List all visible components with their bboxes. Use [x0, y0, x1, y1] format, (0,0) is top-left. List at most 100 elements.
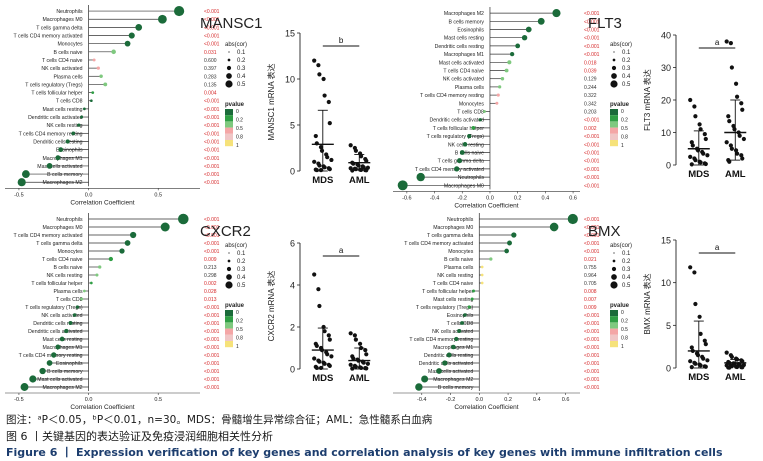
data-point [326, 333, 331, 338]
p-value-label: <0.001 [584, 241, 600, 247]
legend-size-dot [227, 58, 231, 62]
x-tick-label: -0.4 [417, 397, 426, 403]
p-value-label: <0.001 [584, 11, 600, 17]
cell-label: B cells memory [47, 369, 83, 375]
cell-label: Mast cells resting [444, 36, 484, 42]
data-point [322, 93, 327, 98]
legend-size-label: 0.4 [622, 74, 631, 80]
legend-size-label: 0.2 [622, 259, 631, 265]
legend-color-swatch [610, 121, 618, 128]
legend-color-swatch [225, 316, 233, 323]
p-value-label: 0.008 [584, 289, 597, 295]
cell-label: T cells regulatory (Tregs) [25, 305, 83, 311]
lollipop-chart-cxcr2: -0.5 0.0 0.5 Correlation Coefficient Neutrop… [5, 213, 251, 411]
data-point [688, 359, 693, 364]
data-point [689, 140, 694, 145]
cell-label: Eosinophils [447, 313, 474, 319]
y-tick-label: 15 [285, 29, 295, 39]
lollipop-dot [489, 257, 493, 261]
p-value-label: 0.007 [584, 297, 597, 303]
lollipop-dot [446, 352, 452, 358]
lollipop-dot [549, 222, 559, 232]
data-point [733, 81, 739, 86]
lollipop-dot [471, 125, 476, 130]
y-tick-label: 10 [661, 278, 671, 288]
p-value-label: <0.001 [204, 99, 220, 105]
cell-label: Monocytes [57, 42, 82, 48]
p-value-label: <0.001 [204, 139, 220, 145]
data-point [327, 337, 332, 342]
cell-label: NK cells resting [47, 123, 83, 129]
p-value-label: <0.001 [204, 9, 220, 15]
cell-label: T cells CD4 memory activated [13, 233, 82, 239]
lollipop-dot [130, 231, 137, 239]
x-tick-label: -0.5 [14, 192, 23, 198]
x-tick-label: 0.6 [569, 195, 577, 201]
legend-color-swatch [610, 341, 618, 348]
data-point [314, 343, 319, 348]
data-point [326, 99, 331, 105]
legend-size-label: 0.3 [237, 267, 246, 273]
figure-title-en: Figure 6 丨 Expression verification of ke… [6, 446, 723, 459]
p-value-label: <0.001 [584, 52, 600, 58]
y-tick-label: 15 [661, 236, 671, 246]
data-point [314, 167, 319, 173]
p-value-label: 0.600 [204, 58, 217, 64]
cell-label: Eosinophils [56, 148, 83, 154]
data-point [740, 365, 745, 370]
data-point [693, 301, 698, 307]
p-value-label: 0.203 [584, 110, 597, 116]
cell-label: Macrophages M2 [42, 385, 82, 391]
p-value-label: <0.001 [204, 217, 220, 223]
p-value-label: <0.001 [204, 321, 220, 327]
legend-size-label: 0.5 [622, 82, 631, 88]
p-value-label: <0.001 [584, 19, 600, 25]
data-point [352, 333, 357, 338]
data-point [364, 352, 369, 357]
cell-label: T cells CD4 naive [42, 58, 83, 64]
data-point [692, 104, 697, 109]
data-point [312, 58, 317, 63]
p-value-label: <0.001 [204, 180, 220, 186]
data-point [729, 65, 734, 70]
legend-size-label: 0.4 [237, 74, 246, 80]
legend-color-label: 0.2 [236, 319, 243, 325]
legend-size-label: 0.1 [622, 251, 631, 257]
legend-color-label: 0.2 [621, 319, 628, 325]
data-point [692, 270, 697, 275]
lollipop-dot [51, 352, 57, 358]
data-point [322, 165, 327, 170]
lollipop-dot [504, 68, 509, 73]
legend-size-dot [612, 259, 616, 263]
x-tick-label: -0.6 [402, 195, 411, 201]
p-value-label: 0.013 [204, 297, 217, 303]
y-tick-label: 6 [290, 239, 295, 249]
p-value-label: <0.001 [204, 172, 220, 178]
data-point [728, 41, 733, 46]
data-point [698, 331, 703, 336]
lollipop-dot [158, 14, 167, 24]
data-point [317, 163, 322, 168]
lollipop-dot [80, 115, 84, 119]
cell-label: Macrophages M0 [433, 225, 473, 231]
data-point [357, 341, 363, 346]
lollipop-dot [482, 110, 486, 113]
legend-size-dot [228, 252, 230, 254]
cell-label: T cells CD8 [447, 321, 474, 327]
lollipop-dot [467, 134, 472, 139]
x-axis-label: Correlation Coefficient [454, 202, 518, 209]
data-point [353, 167, 358, 172]
p-value-label: 0.298 [204, 273, 217, 279]
lollipop-dot [108, 256, 114, 262]
cell-label: NK cells resting [437, 273, 473, 279]
lollipop-dot [470, 297, 474, 301]
x-tick-label: -0.5 [14, 397, 23, 403]
x-tick-label: 0.5 [154, 192, 162, 198]
p-value-label: <0.001 [584, 233, 600, 239]
lollipop-dot [55, 344, 61, 350]
y-tick-label: 0 [290, 365, 295, 375]
cell-label: B cells naive [444, 257, 473, 263]
legend-color-title: pvalue [610, 303, 630, 309]
